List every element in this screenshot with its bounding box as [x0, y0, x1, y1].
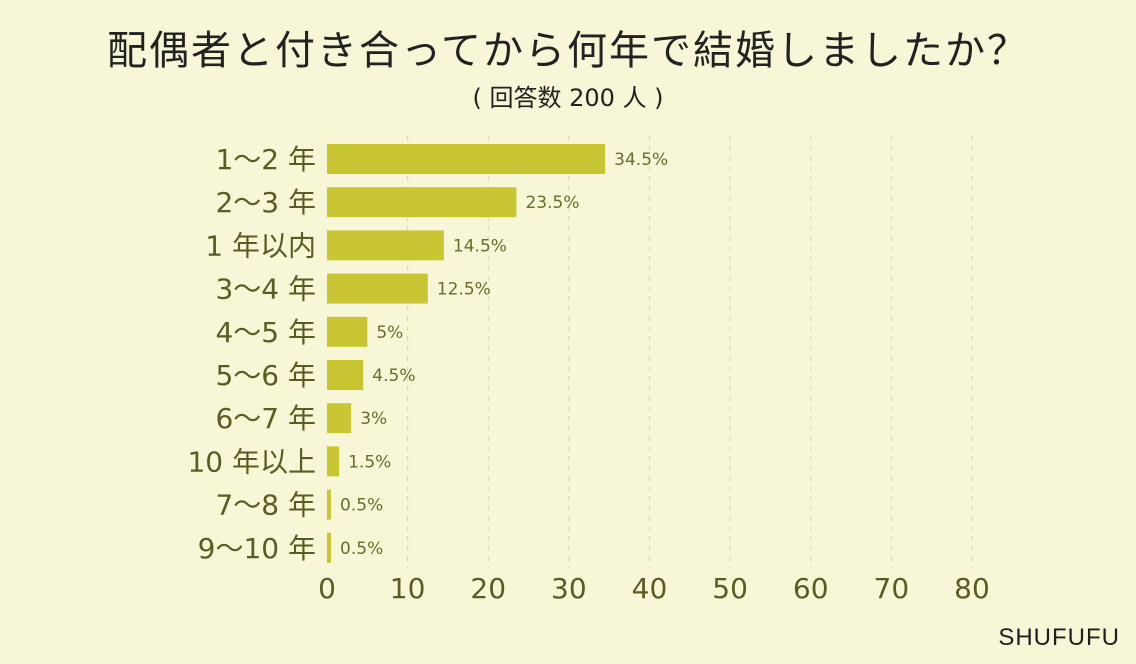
x-tick-label: 40 — [632, 572, 668, 605]
bar — [327, 532, 332, 563]
value-label: 4.5% — [372, 366, 415, 386]
category-label: 6～7 年 — [215, 402, 316, 435]
x-tick-label: 20 — [470, 572, 506, 605]
bar — [327, 360, 364, 390]
category-label: 3～4 年 — [215, 273, 316, 306]
bar — [327, 489, 332, 520]
value-label: 34.5% — [614, 150, 668, 170]
category-label: 1 年以内 — [205, 229, 316, 262]
category-label: 10 年以上 — [187, 445, 316, 478]
value-label: 12.5% — [437, 280, 491, 300]
x-tick-label: 0 — [318, 572, 336, 605]
category-label: 1～2 年 — [215, 143, 316, 176]
bars-layer — [327, 144, 606, 563]
value-label: 1.5% — [348, 452, 391, 472]
category-label: 4～5 年 — [215, 316, 316, 349]
bar — [327, 446, 340, 477]
bar — [327, 144, 606, 174]
value-label: 5% — [376, 323, 403, 343]
bar — [327, 403, 352, 434]
bar — [327, 187, 517, 218]
x-tick-label: 30 — [551, 572, 587, 605]
category-label: 2～3 年 — [215, 186, 316, 219]
value-label: 0.5% — [340, 539, 383, 559]
brand-logo-text: SHUFUFU — [998, 624, 1120, 651]
bar — [327, 230, 444, 261]
chart-title: 配偶者と付き合ってから何年で結婚しましたか？ — [107, 28, 1029, 74]
x-tick-label: 70 — [874, 572, 910, 605]
ticks-layer: 0 10 20 30 40 50 60 70 80 — [318, 572, 990, 605]
category-label: 5～6 年 — [215, 359, 316, 392]
bar — [327, 316, 368, 347]
bar — [327, 273, 428, 304]
x-tick-label: 80 — [954, 572, 990, 605]
value-label: 23.5% — [525, 193, 579, 213]
x-tick-label: 60 — [793, 572, 829, 605]
labels-layer: 1～2 年 34.5% 2～3 年 23.5% 1 年以内 14.5% 3～4 年 12.5%… — [187, 143, 668, 565]
x-tick-label: 50 — [712, 572, 748, 605]
category-label: 7～8 年 — [215, 489, 316, 522]
value-label: 14.5% — [453, 236, 507, 256]
value-label: 0.5% — [340, 496, 383, 516]
value-label: 3% — [360, 409, 387, 429]
x-tick-label: 10 — [390, 572, 426, 605]
category-label: 9～10 年 — [198, 532, 316, 565]
chart-subtitle: ( 回答数 200 人 ) — [472, 84, 664, 112]
